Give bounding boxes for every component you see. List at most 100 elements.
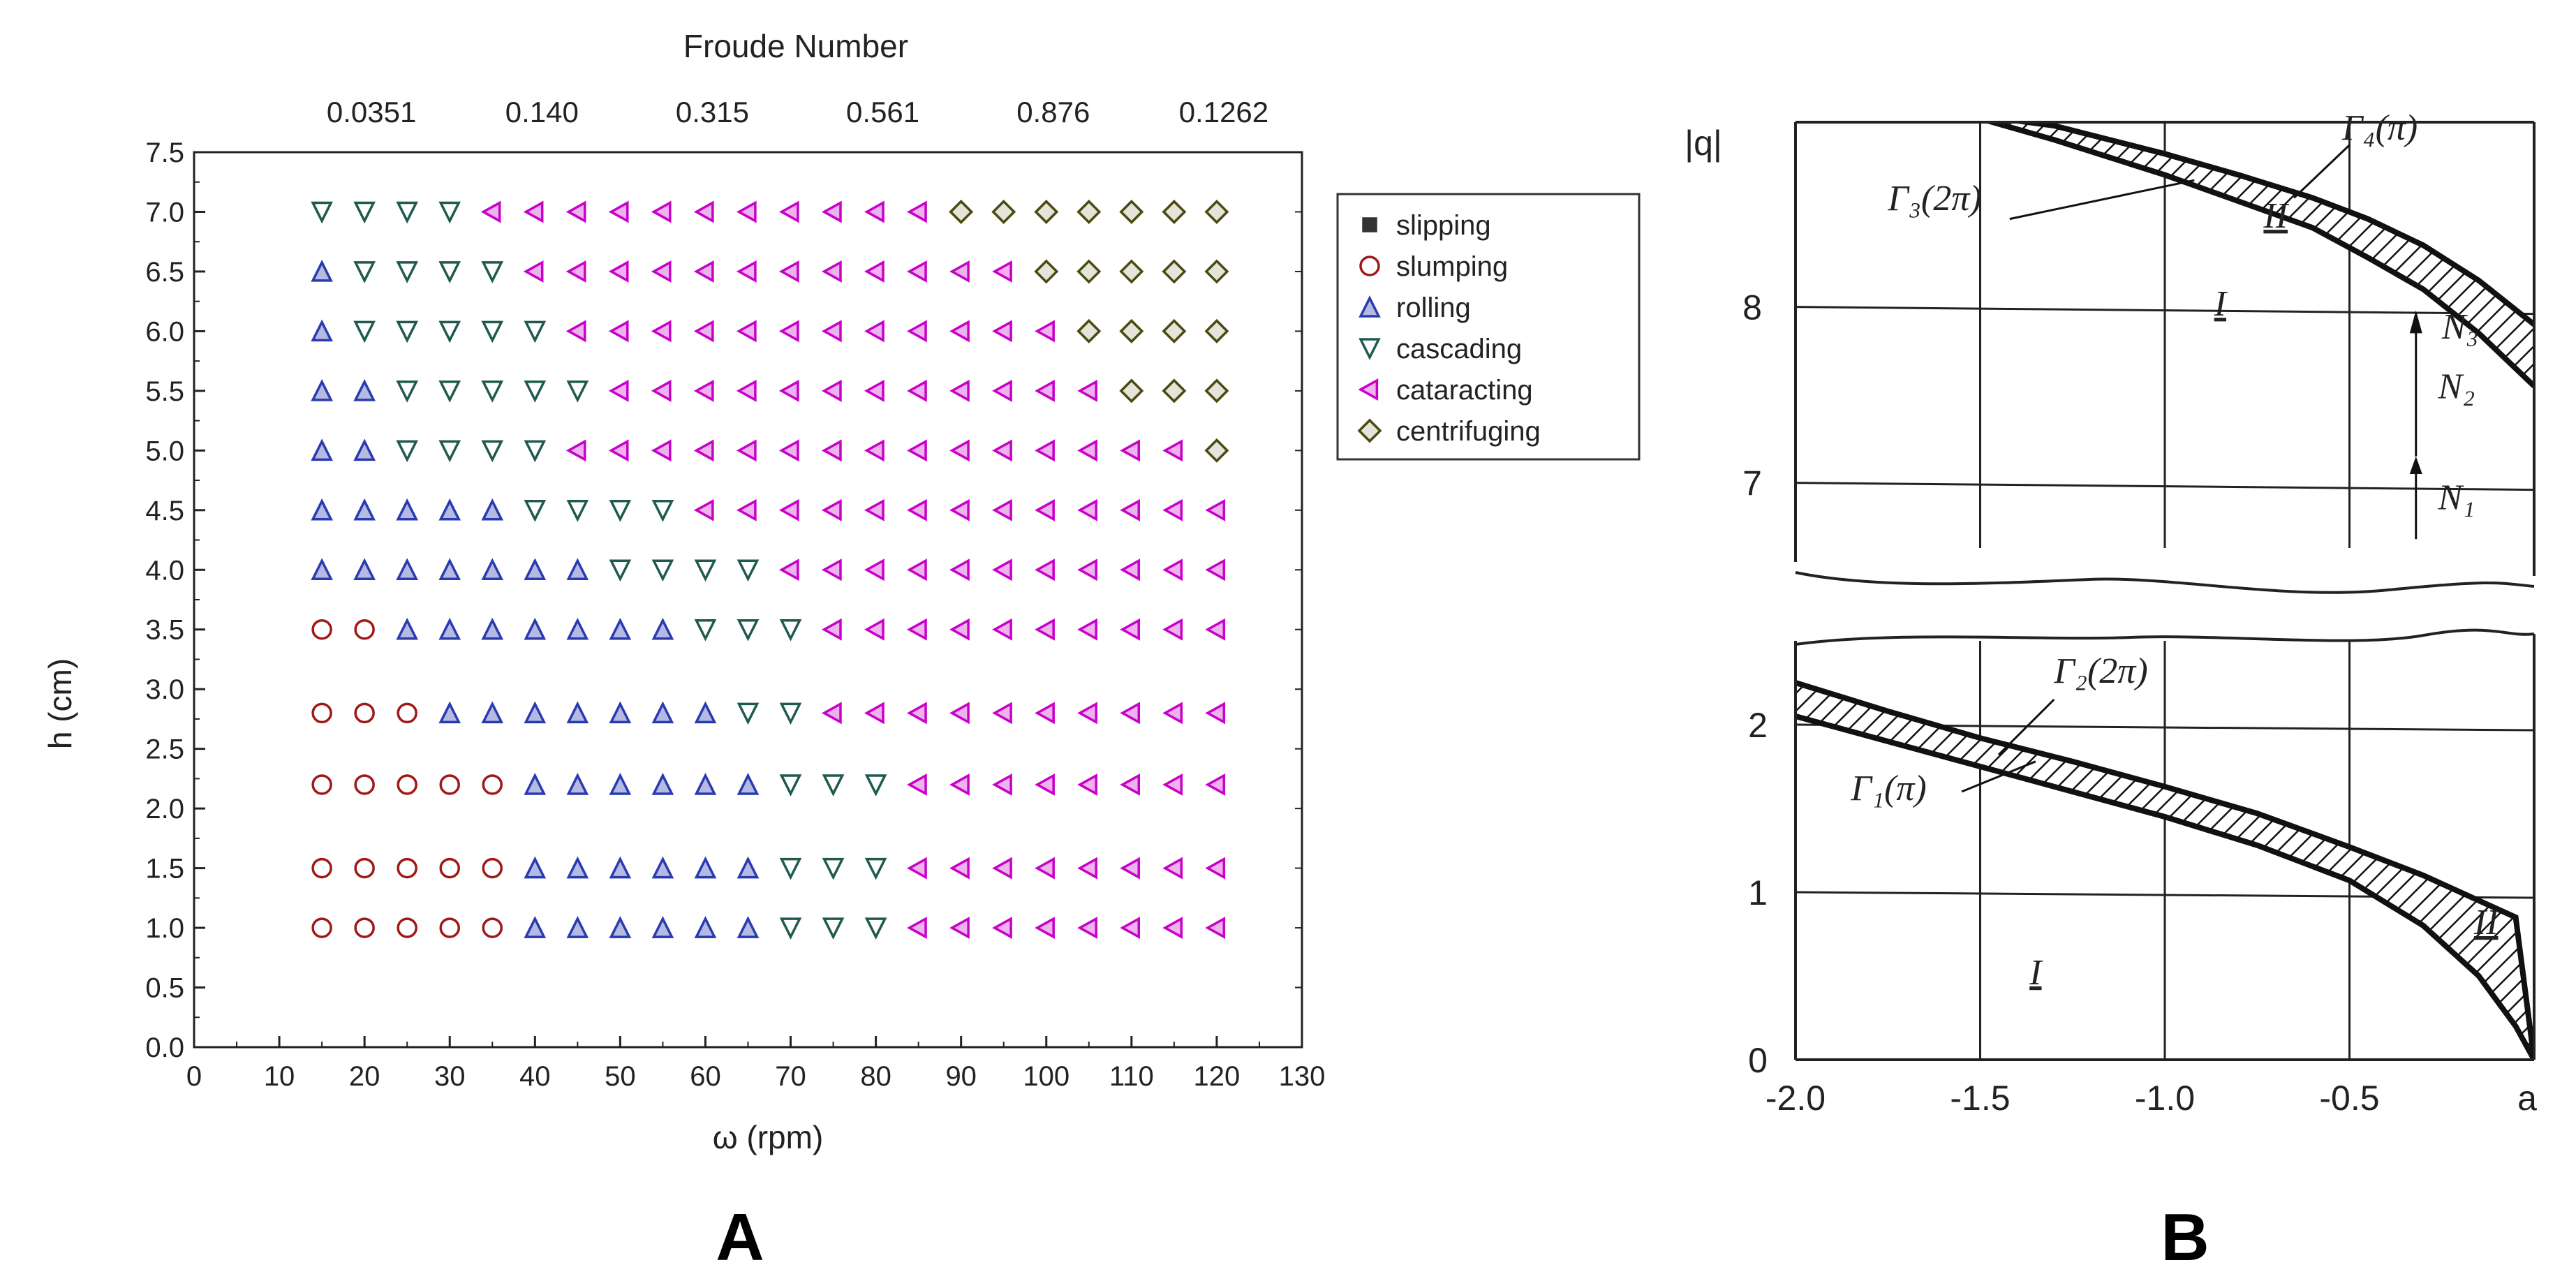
x-axis-title-a: ω (rpm) bbox=[713, 1119, 824, 1155]
data-point-rolling bbox=[311, 438, 333, 461]
data-point-cataracting bbox=[864, 260, 884, 283]
y-axis-a: 0.0 0.5 1.0 1.5 2.0 2.5 3.0 3.5 4.0 4.5 5.0 5.5 6.0 6… bbox=[145, 138, 1302, 1063]
data-point-cataracting bbox=[1077, 857, 1097, 880]
data-point-cataracting bbox=[736, 320, 757, 343]
data-point-cataracting bbox=[992, 917, 1012, 940]
data-point-slumping bbox=[354, 857, 375, 879]
data-point-rolling bbox=[311, 378, 333, 401]
data-point-cataracting bbox=[821, 320, 842, 343]
data-point-cataracting bbox=[736, 200, 757, 223]
data-point-slumping bbox=[439, 857, 460, 879]
data-point-rolling bbox=[609, 617, 632, 640]
data-point-rolling bbox=[651, 916, 674, 938]
data-point-cataracting bbox=[992, 260, 1012, 283]
data-point-cataracting bbox=[821, 379, 842, 402]
data-point-cataracting bbox=[864, 702, 884, 725]
data-point-cascading bbox=[438, 380, 461, 403]
data-point-cascading bbox=[864, 857, 887, 880]
data-point-rolling bbox=[566, 701, 589, 724]
data-point-rolling bbox=[481, 701, 504, 724]
region-label: II bbox=[2473, 903, 2500, 942]
data-point-cataracting bbox=[1162, 558, 1183, 582]
legend-a: slipping slumping rolling cascading cataract… bbox=[1336, 193, 1641, 461]
data-point-cataracting bbox=[821, 200, 842, 223]
data-point-cascading bbox=[566, 500, 589, 522]
legend-label-rolling: rolling bbox=[1396, 293, 1471, 323]
data-point-cataracting bbox=[1035, 857, 1055, 880]
data-point-cataracting bbox=[1162, 857, 1183, 880]
data-point-cataracting bbox=[907, 618, 927, 641]
x-axis-end-label-b: a bbox=[2517, 1079, 2537, 1118]
data-point-cataracting bbox=[1077, 498, 1097, 521]
data-point-cataracting bbox=[1205, 558, 1226, 582]
data-point-centrifuging bbox=[1204, 318, 1229, 343]
panel-a: Froude Number 0.0351 0.140 0.315 0.561 0.876… bbox=[42, 28, 1641, 1275]
data-point-cataracting bbox=[1077, 558, 1097, 582]
data-point-cataracting bbox=[736, 498, 757, 521]
data-point-cataracting bbox=[992, 439, 1012, 462]
data-point-cataracting bbox=[992, 618, 1012, 641]
y-tick-label-b: 7 bbox=[1742, 464, 1762, 503]
data-point-centrifuging bbox=[1076, 199, 1102, 224]
y-tick-label-a: 5.5 bbox=[145, 376, 184, 407]
data-point-slumping bbox=[311, 917, 332, 938]
x-tick-label-a: 50 bbox=[605, 1061, 636, 1092]
data-point-cataracting bbox=[821, 439, 842, 462]
x-tick-label-a: 80 bbox=[860, 1061, 891, 1092]
data-point-centrifuging bbox=[1034, 199, 1059, 224]
data-point-cascading bbox=[524, 440, 547, 463]
legend-marker-centrifuging bbox=[1357, 418, 1382, 443]
data-point-rolling bbox=[481, 558, 504, 581]
data-point-cataracting bbox=[778, 200, 799, 223]
data-point-cataracting bbox=[907, 917, 927, 940]
data-point-centrifuging bbox=[1162, 199, 1187, 224]
data-point-cataracting bbox=[651, 320, 672, 343]
data-point-cataracting bbox=[608, 320, 629, 343]
data-point-cataracting bbox=[1035, 773, 1055, 796]
data-point-cascading bbox=[822, 917, 845, 940]
data-point-slumping bbox=[311, 619, 332, 640]
data-point-centrifuging bbox=[991, 199, 1016, 224]
data-point-slumping bbox=[482, 857, 503, 879]
data-point-rolling bbox=[736, 916, 760, 938]
data-point-rolling bbox=[694, 773, 717, 795]
y-axis-title-b: |q| bbox=[1685, 124, 1722, 163]
data-point-cataracting bbox=[949, 439, 970, 462]
arrow-label: N₃ bbox=[2441, 307, 2479, 347]
legend-label-cataracting: cataracting bbox=[1396, 375, 1533, 406]
data-point-cataracting bbox=[608, 260, 629, 283]
data-point-cataracting bbox=[651, 379, 672, 402]
x-tick-label-a: 40 bbox=[519, 1061, 551, 1092]
data-point-centrifuging bbox=[1204, 378, 1229, 404]
x-tick-label-a: 100 bbox=[1023, 1061, 1069, 1092]
data-point-cataracting bbox=[1205, 917, 1226, 940]
data-point-cataracting bbox=[949, 618, 970, 641]
y-tick-label-b: 1 bbox=[1748, 873, 1768, 912]
data-point-cascading bbox=[779, 619, 802, 642]
data-point-cataracting bbox=[821, 498, 842, 521]
y-tick-label-a: 4.0 bbox=[145, 555, 184, 586]
data-point-cataracting bbox=[907, 260, 927, 283]
data-point-cascading bbox=[736, 559, 760, 582]
data-point-cascading bbox=[438, 261, 461, 283]
data-point-cataracting bbox=[821, 702, 842, 725]
lower-curve-1 bbox=[1796, 713, 2534, 1060]
data-point-cataracting bbox=[907, 200, 927, 223]
upper-curve-1 bbox=[1982, 122, 2534, 388]
data-point-cascading bbox=[353, 320, 376, 343]
data-point-cataracting bbox=[907, 498, 927, 521]
data-point-cataracting bbox=[992, 558, 1012, 582]
data-point-cataracting bbox=[608, 200, 629, 223]
data-point-cataracting bbox=[693, 439, 714, 462]
data-point-centrifuging bbox=[1162, 318, 1187, 343]
data-point-rolling bbox=[396, 617, 419, 640]
data-point-cataracting bbox=[1205, 702, 1226, 725]
data-point-slumping bbox=[311, 774, 332, 795]
data-point-cataracting bbox=[1077, 917, 1097, 940]
data-point-cataracting bbox=[778, 260, 799, 283]
data-point-rolling bbox=[438, 617, 461, 640]
data-point-cataracting bbox=[1035, 618, 1055, 641]
data-point-cataracting bbox=[907, 439, 927, 462]
data-point-cataracting bbox=[992, 702, 1012, 725]
data-point-slumping bbox=[397, 917, 417, 938]
